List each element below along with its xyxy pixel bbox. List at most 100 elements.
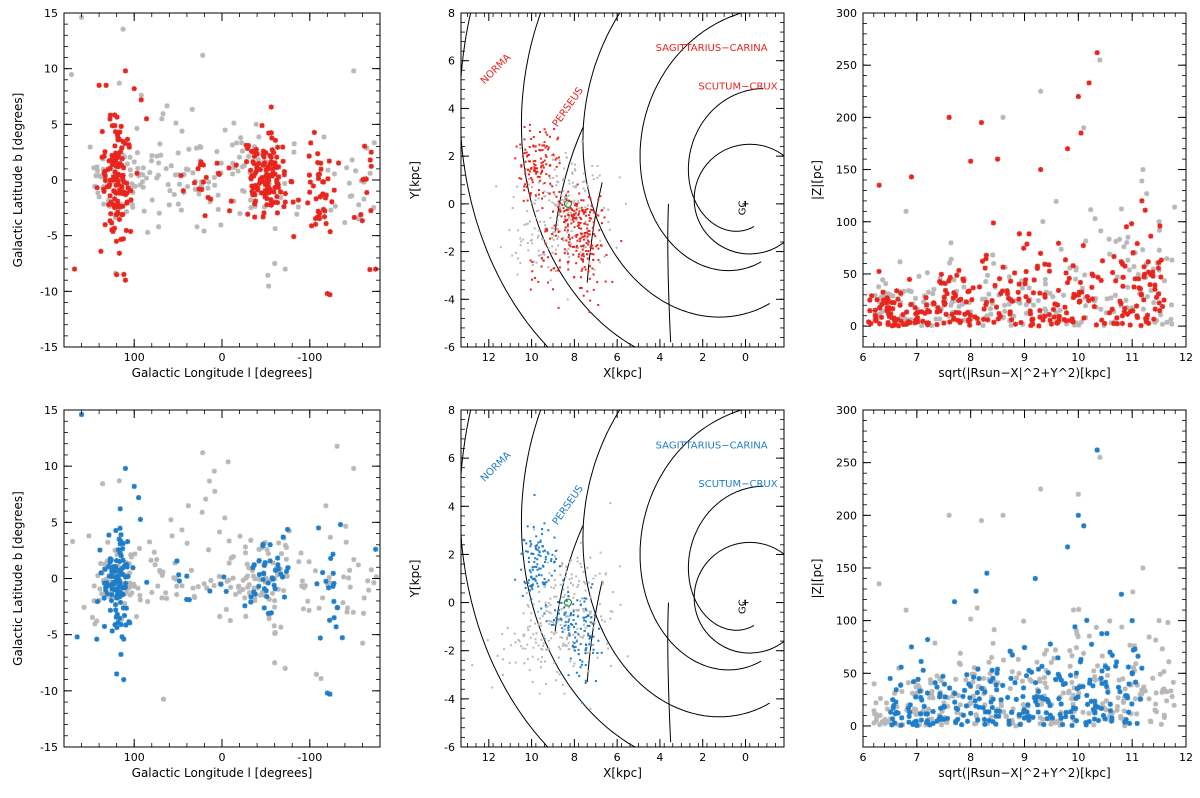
data-point (590, 616, 593, 619)
data-point (598, 572, 601, 575)
data-point (1034, 265, 1040, 271)
data-point (570, 222, 573, 225)
data-point (540, 165, 543, 168)
data-point (944, 719, 950, 726)
data-point (101, 623, 108, 630)
data-point (1026, 298, 1032, 304)
data-point (1153, 701, 1159, 707)
data-point (566, 249, 569, 252)
data-point (898, 682, 904, 688)
data-point (101, 153, 107, 159)
x-tick-label: 10 (1071, 351, 1085, 364)
data-point (975, 717, 981, 723)
data-point (550, 586, 553, 589)
data-point (116, 250, 122, 256)
data-point (228, 584, 234, 590)
data-point (910, 721, 916, 728)
data-point (910, 679, 917, 685)
data-point (877, 321, 883, 327)
data-point (587, 632, 590, 635)
data-point (1067, 672, 1074, 678)
data-point (1064, 544, 1071, 550)
data-point (544, 601, 547, 604)
data-point (593, 268, 596, 271)
data-point (118, 651, 124, 658)
data-point (114, 132, 121, 138)
data-point (211, 468, 217, 474)
data-point (1052, 647, 1059, 653)
data-point (127, 154, 133, 160)
data-point (924, 718, 930, 724)
data-point (116, 536, 122, 542)
data-point (939, 708, 945, 714)
data-point (981, 716, 988, 723)
data-point (578, 192, 581, 195)
data-point (160, 111, 166, 117)
data-point (155, 583, 161, 589)
data-point (956, 303, 962, 310)
data-point (502, 658, 505, 661)
data-point (172, 560, 178, 566)
data-point (609, 610, 612, 613)
data-point (120, 546, 126, 552)
data-point (563, 248, 566, 251)
data-point (1030, 290, 1037, 296)
data-point (536, 171, 539, 174)
data-point (1113, 238, 1119, 244)
data-point (907, 320, 913, 326)
data-point (580, 199, 583, 202)
data-point (108, 557, 114, 563)
data-point (274, 154, 280, 160)
data-point (558, 208, 561, 211)
data-point (545, 648, 548, 651)
data-point (154, 153, 160, 159)
data-point (1160, 687, 1166, 693)
data-point (980, 316, 987, 322)
data-point (930, 720, 936, 726)
data-point (991, 679, 998, 685)
data-point (514, 641, 517, 644)
data-point (1118, 206, 1125, 212)
data-point (991, 627, 997, 633)
data-point (532, 144, 535, 147)
data-point (568, 634, 571, 637)
data-point (568, 182, 571, 185)
data-point (871, 720, 877, 726)
data-point (566, 223, 569, 226)
data-point (118, 532, 124, 538)
data-point (1080, 242, 1086, 249)
data-point (901, 318, 907, 324)
x-tick-label: 2 (699, 351, 706, 364)
data-point (535, 632, 538, 635)
y-tick-label: 6 (448, 55, 455, 68)
data-point (953, 676, 959, 682)
data-point (1092, 702, 1098, 709)
data-point (261, 179, 267, 185)
data-point (1126, 681, 1132, 687)
data-point (1131, 284, 1137, 290)
data-point (1070, 319, 1076, 325)
data-point (556, 228, 559, 231)
x-tick-label: 12 (1179, 751, 1193, 764)
data-point (542, 238, 545, 241)
data-point (540, 656, 543, 659)
data-point (266, 596, 272, 602)
data-point (1098, 675, 1104, 681)
x-tick-label: 8 (967, 351, 974, 364)
data-point (276, 540, 282, 546)
data-point (1100, 701, 1106, 707)
data-point (1091, 716, 1098, 722)
data-point (307, 179, 313, 185)
data-point (918, 322, 925, 329)
data-point (1070, 701, 1076, 707)
data-point (267, 542, 273, 548)
data-point (260, 541, 266, 547)
data-point (1040, 317, 1046, 323)
data-point (924, 690, 931, 696)
data-point (1134, 711, 1140, 717)
data-point (897, 299, 903, 305)
data-point (1088, 698, 1094, 704)
data-point (551, 233, 554, 236)
data-point (951, 599, 958, 605)
